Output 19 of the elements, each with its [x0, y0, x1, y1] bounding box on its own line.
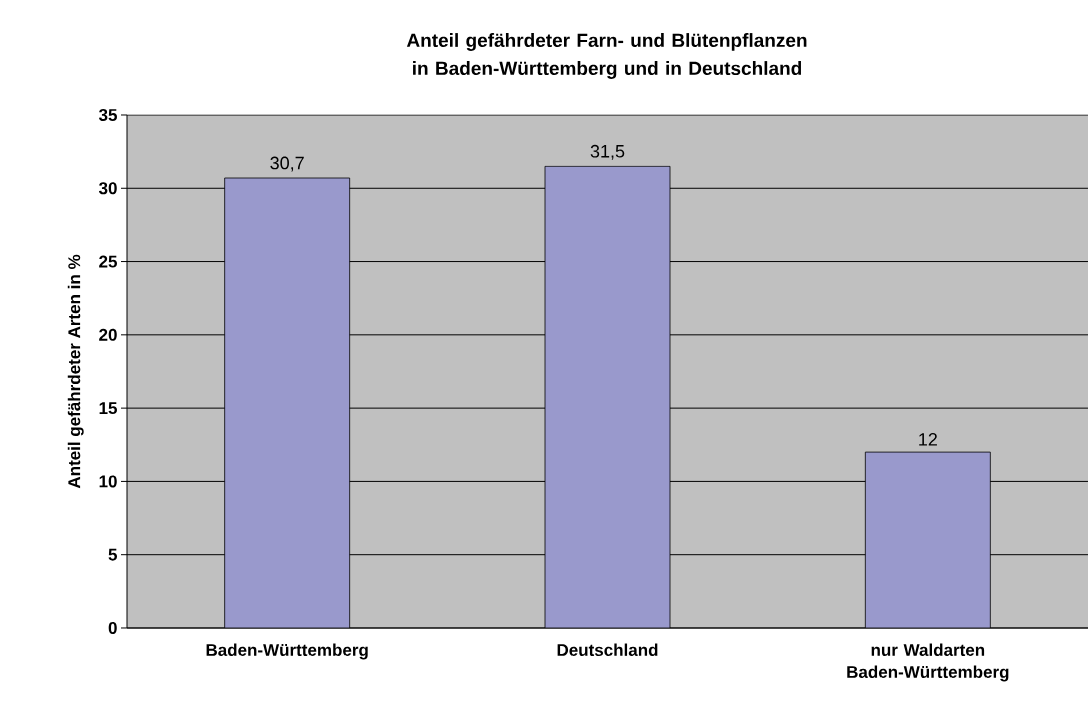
data-label: 30,7	[270, 156, 304, 172]
y-tick-label: 35	[98, 108, 117, 122]
bar	[224, 177, 351, 628]
chart-title: Anteil gefährdeter Farn- und Blütenpflanzen in Baden-Württemberg und in Deutschland	[406, 33, 807, 79]
y-axis-title: Anteil gefährdeter Arten in %	[67, 254, 84, 489]
bar	[544, 165, 671, 628]
bar	[864, 451, 991, 628]
y-tick-label: 0	[108, 621, 117, 635]
y-tick-label: 20	[99, 328, 117, 341]
data-label: 31,5	[590, 144, 625, 160]
y-tick-label: 10	[99, 475, 117, 488]
x-tick-label: Deutschland	[557, 643, 658, 657]
y-tick-label: 5	[108, 548, 117, 561]
y-tick-label: 25	[99, 255, 117, 268]
y-tick-label: 15	[99, 402, 117, 415]
x-tick-label: nur Waldarten Baden-Württemberg	[847, 643, 1009, 682]
y-tick-label: 30	[98, 182, 117, 195]
x-tick-label: Baden-Württemberg	[206, 643, 368, 660]
data-label: 12	[919, 432, 937, 446]
